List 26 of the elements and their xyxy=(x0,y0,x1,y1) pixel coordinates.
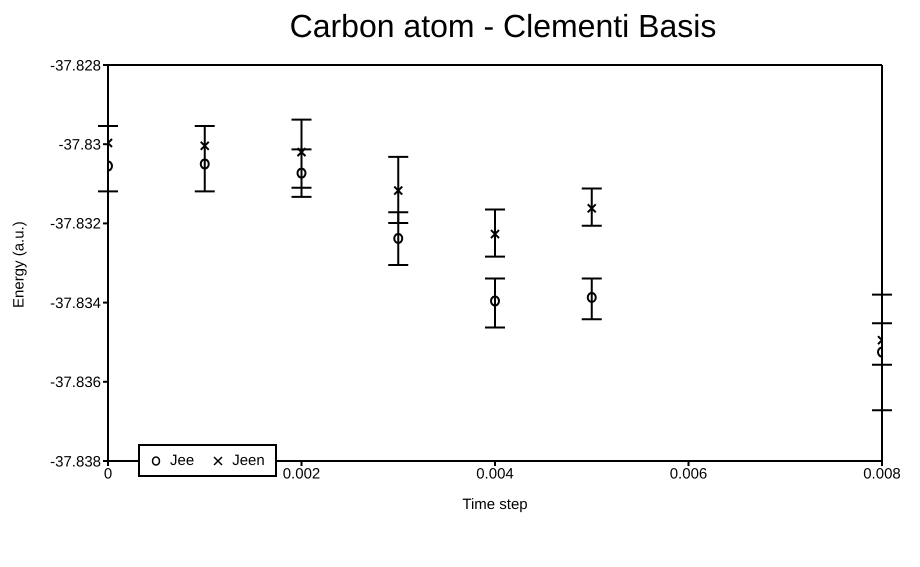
y-tick-label: -37.828 xyxy=(50,57,101,74)
point xyxy=(490,229,500,240)
point xyxy=(200,140,210,151)
point xyxy=(586,203,597,214)
x-tick-label: 0 xyxy=(104,466,112,483)
point xyxy=(393,186,404,196)
x-axis-title: Time step xyxy=(462,496,528,513)
x-tick-label: 0.008 xyxy=(863,466,901,483)
y-tick-label: -37.834 xyxy=(50,294,101,312)
x-tick-label: 0.006 xyxy=(670,466,708,483)
legend-label: Jee xyxy=(170,452,194,469)
y-tick-label: -37.83 xyxy=(58,136,101,154)
point xyxy=(296,147,306,158)
y-tick-label: -37.832 xyxy=(50,216,101,233)
x-tick-label: 0.004 xyxy=(476,466,514,483)
point xyxy=(393,232,404,244)
point xyxy=(490,296,500,307)
y-tick-label: -37.838 xyxy=(50,453,101,470)
point xyxy=(586,292,597,303)
chart-title: Carbon atom - Clementi Basis xyxy=(288,8,718,46)
point xyxy=(296,168,306,179)
y-axis-title: Energy (a.u.) xyxy=(10,221,28,308)
point xyxy=(200,158,210,170)
y-tick-label: -37.836 xyxy=(50,374,101,392)
legend-label: Jeen xyxy=(232,452,265,469)
x-tick-label: 0.002 xyxy=(282,466,320,483)
